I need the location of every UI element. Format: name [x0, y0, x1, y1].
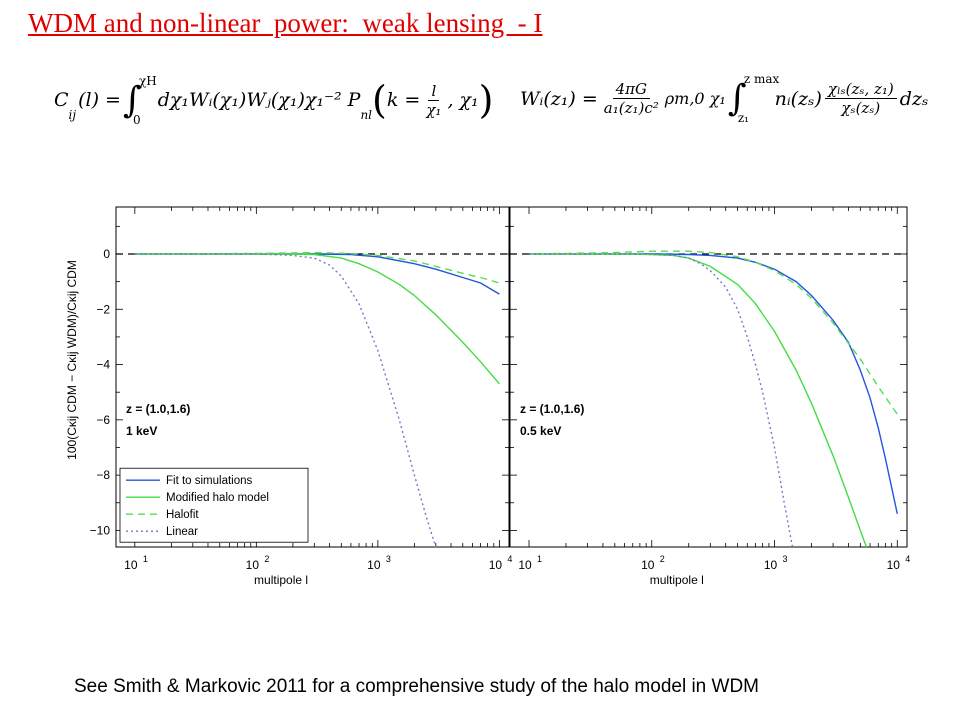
x-tick-label: 10 [367, 558, 381, 572]
x-axis-label: multipole l [650, 573, 704, 587]
x-tick-label-exponent: 4 [905, 554, 910, 564]
y-tick-label: 0 [103, 247, 110, 261]
paren-open: ( [372, 78, 387, 122]
frac3-num: χₗₛ(zₛ, z₁) [824, 80, 897, 99]
legend-entry: Halofit [166, 509, 199, 521]
series-line-linear [529, 253, 794, 548]
eq2-fraction-2: χₗₛ(zₛ, z₁) χₛ(zₛ) [824, 80, 897, 117]
x-tick-label-exponent: 3 [386, 554, 391, 564]
y-tick-label: −6 [96, 413, 110, 427]
int2-lower: z₁ [737, 111, 749, 125]
paren-close: ) [478, 78, 494, 122]
integral-sign-2: ∫ z max z₁ [727, 72, 780, 125]
legend-entry: Modified halo model [166, 492, 269, 504]
equation-lensing-kernel: Wᵢ(z₁) = 4πG a₁(z₁)c² ρm,0 χ₁ ∫ z max z₁ nᵢ… [520, 72, 929, 125]
frac2-num: 4πG [612, 80, 650, 99]
x-tick-label: 10 [246, 558, 260, 572]
y-tick-label: −2 [96, 302, 110, 316]
series-line-halofit [134, 251, 500, 284]
y-tick-label: −8 [96, 468, 110, 482]
x-tick-label-exponent: 1 [143, 554, 148, 564]
eq-fraction: l χ₁ [423, 82, 444, 119]
x-tick-label-exponent: 4 [507, 554, 512, 564]
y-axis-label: 100(Cκij CDM − Cκij WDM)/Cκij CDM [65, 260, 79, 460]
series-line-modified-halo-model [134, 253, 500, 385]
int-lower: 0 [132, 112, 141, 127]
panel-frame-2 [509, 206, 908, 548]
frac-num: l [428, 82, 440, 101]
series-line-halofit [528, 250, 898, 415]
x-tick-label: 10 [641, 558, 655, 572]
series-line-fit-to-simulations [529, 253, 898, 514]
int-upper: χH [138, 73, 157, 88]
panel-annotation-redshift: z = (1.0,1.6) [126, 402, 190, 416]
y-tick-label: −4 [96, 358, 110, 372]
eq-k: k = [386, 89, 421, 111]
eq-lhs-sub: ij [68, 108, 77, 122]
integral-sign: ∫ χH 0 [122, 73, 157, 127]
x-tick-label-exponent: 3 [783, 554, 788, 564]
panel-annotation-mass: 1 keV [126, 424, 157, 438]
eq-lhs: C [54, 89, 69, 111]
eq-p-sub: nl [360, 108, 373, 122]
panel-annotation-redshift: z = (1.0,1.6) [520, 402, 584, 416]
frac3-den: χₛ(zₛ) [841, 99, 881, 117]
eq2-body: nᵢ(zₛ) [774, 87, 822, 110]
slide-title: WDM and non-linear power: weak lensing -… [28, 8, 543, 38]
series-line-modified-halo-model [529, 253, 868, 548]
x-tick-label: 10 [518, 558, 532, 572]
lensing-power-chart: 10 1 10 2 10 3 10 4 multipole l 0 −2 −4 −6 −8 −10 z = (… [65, 206, 910, 587]
eq-body: dχ₁Wᵢ(χ₁)Wⱼ(χ₁)χ₁⁻² P [157, 89, 361, 111]
eq-lhs-arg: (l) = [78, 89, 121, 111]
x-tick-label: 10 [124, 558, 138, 572]
int2-upper: z max [743, 72, 780, 86]
eq2-lhs: Wᵢ(z₁) = [520, 87, 598, 110]
footer-note: See Smith & Markovic 2011 for a comprehe… [74, 676, 760, 697]
eq2-mid: ρm,0 χ₁ [664, 89, 726, 108]
x-tick-label-exponent: 2 [660, 554, 665, 564]
x-tick-label-exponent: 2 [264, 554, 269, 564]
x-axis-label: multipole l [254, 573, 308, 587]
frac-den: χ₁ [426, 100, 442, 119]
eq-tail: , χ₁ [447, 89, 479, 111]
panel-annotation-mass: 0.5 keV [520, 424, 561, 438]
legend-entry: Linear [166, 526, 198, 538]
x-tick-label: 10 [764, 558, 778, 572]
y-tick-label: −10 [90, 523, 111, 537]
x-tick-label-exponent: 1 [537, 554, 542, 564]
eq2-tail: dzₛ [899, 87, 929, 110]
x-tick-label: 10 [489, 558, 503, 572]
x-tick-label: 10 [887, 558, 901, 572]
legend-entry: Fit to simulations [166, 475, 253, 487]
eq2-fraction: 4πG a₁(z₁)c² [601, 80, 662, 117]
frac2-den: a₁(z₁)c² [603, 99, 659, 117]
